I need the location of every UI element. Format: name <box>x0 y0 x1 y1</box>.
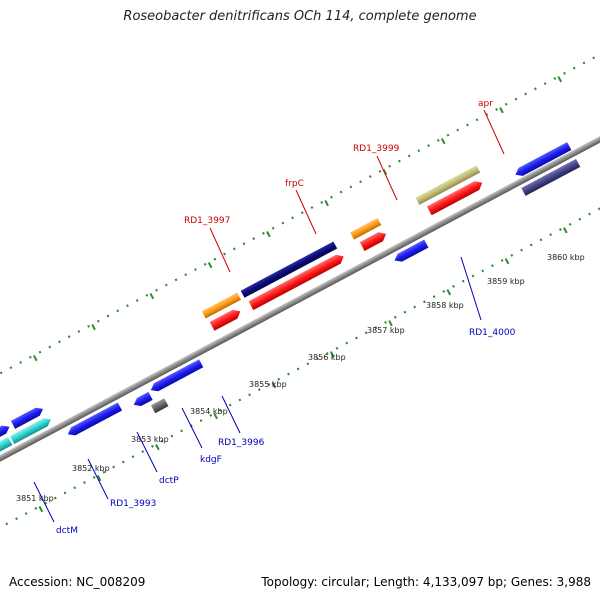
feature-red-a[interactable] <box>209 307 243 331</box>
feature-blue-right[interactable] <box>513 142 572 179</box>
bottom-gene-labels: dctM RD1_3993 dctP kdgF RD1_3996 RD1_400… <box>33 256 516 536</box>
tick-label: 3858 kbp <box>426 301 464 310</box>
gene-label-apr[interactable]: apr <box>478 99 493 109</box>
gene-label-rd1-3996[interactable]: RD1_3996 <box>218 438 265 448</box>
tick-label: 3854 kbp <box>190 407 228 416</box>
map-title: Roseobacter denitrificans OCh 114, compl… <box>123 9 477 24</box>
gene-label-kdgf[interactable]: kdgF <box>200 455 222 465</box>
tick-label: 3851 kbp <box>16 494 54 503</box>
genome-backbone <box>0 99 600 499</box>
feature-slate-right[interactable] <box>521 158 581 196</box>
feature-blue-rd1-4000[interactable] <box>392 239 429 265</box>
tick-labels: 3851 kbp 3852 kbp 3853 kbp 3854 kbp 3855… <box>16 253 585 503</box>
tick-label: 3856 kbp <box>308 353 346 362</box>
feature-dctm[interactable] <box>0 437 13 491</box>
inner-ruler <box>0 154 600 552</box>
feature-navy-frpc[interactable] <box>240 241 338 298</box>
top-gene-labels: RD1_3997 frpC RD1_3999 apr <box>184 99 505 273</box>
gene-label-rd1-3997[interactable]: RD1_3997 <box>184 216 230 226</box>
outer-ruler-ticks <box>32 76 563 362</box>
feature-cyan-2[interactable] <box>9 415 53 445</box>
gene-label-dctp[interactable]: dctP <box>159 476 179 486</box>
reverse-features <box>66 239 429 439</box>
feature-red-b[interactable] <box>359 229 389 251</box>
tick-label: 3852 kbp <box>72 464 110 473</box>
accession-text: Accession: NC_008209 <box>9 575 146 589</box>
feature-gray[interactable] <box>150 398 169 414</box>
tick-label: 3857 kbp <box>367 326 405 335</box>
tick-label: 3855 kbp <box>249 380 287 389</box>
feature-blue-e[interactable] <box>149 359 204 394</box>
gene-label-dctm[interactable]: dctM <box>56 526 78 536</box>
outer-ruler <box>0 34 600 432</box>
gene-label-frpc[interactable]: frpC <box>285 179 304 189</box>
feature-blue-b[interactable] <box>10 405 45 429</box>
inner-ruler-ticks <box>38 227 568 513</box>
gene-label-rd1-3999[interactable]: RD1_3999 <box>353 144 400 154</box>
gene-label-rd1-3993[interactable]: RD1_3993 <box>110 499 156 509</box>
tick-label: 3859 kbp <box>487 277 525 286</box>
feature-khaki-apr[interactable] <box>415 165 481 205</box>
feature-red-frpc-strand[interactable] <box>248 252 346 311</box>
feature-blue-d[interactable] <box>132 391 153 409</box>
forward-features <box>0 142 581 491</box>
genome-info-text: Topology: circular; Length: 4,133,097 bp… <box>261 575 591 589</box>
feature-red-c[interactable] <box>426 178 485 216</box>
gene-label-rd1-4000[interactable]: RD1_4000 <box>469 328 516 338</box>
feature-orange-rd1-3999[interactable] <box>350 217 382 240</box>
feature-orange-rd1-3997[interactable] <box>201 292 241 319</box>
tick-label: 3860 kbp <box>547 253 585 262</box>
tick-label: 3853 kbp <box>131 435 169 444</box>
feature-blue-c[interactable] <box>66 402 123 439</box>
